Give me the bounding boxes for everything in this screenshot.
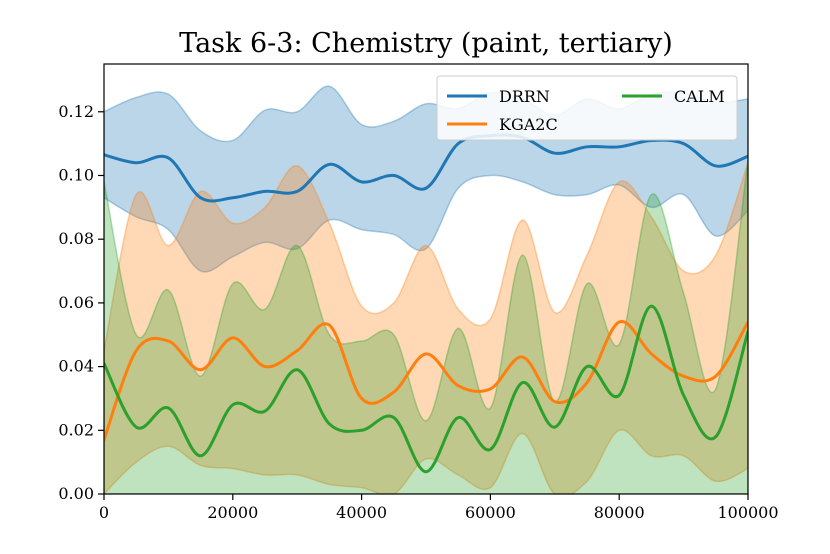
legend-label-drrn: DRRN bbox=[499, 87, 550, 106]
line-drrn bbox=[104, 133, 748, 203]
x-tick-label: 0 bbox=[99, 503, 109, 522]
series-lines bbox=[104, 133, 748, 474]
y-tick-label: 0.08 bbox=[58, 229, 94, 248]
y-tick-label: 0.06 bbox=[58, 293, 94, 312]
legend-label-kga2c: KGA2C bbox=[499, 115, 558, 134]
x-tick-label: 40000 bbox=[336, 503, 387, 522]
legend-label-calm: CALM bbox=[674, 87, 725, 106]
x-tick-label: 100000 bbox=[717, 503, 778, 522]
x-tick-label: 20000 bbox=[207, 503, 258, 522]
confidence-bands bbox=[104, 85, 748, 494]
y-tick-label: 0.12 bbox=[58, 102, 94, 121]
plot-frame bbox=[103, 63, 749, 495]
x-axis: 0 20000 40000 60000 80000 100000 bbox=[99, 494, 779, 522]
y-tick-label: 0.10 bbox=[58, 165, 94, 184]
x-tick-label: 80000 bbox=[594, 503, 645, 522]
x-tick-label: 60000 bbox=[465, 503, 516, 522]
y-tick-label: 0.00 bbox=[58, 484, 94, 503]
y-tick-label: 0.02 bbox=[58, 420, 94, 439]
legend-frame bbox=[436, 75, 738, 141]
line-kga2c bbox=[104, 320, 748, 442]
chart-title: Task 6-3: Chemistry (paint, tertiary) bbox=[179, 28, 673, 59]
y-axis: 0.00 0.02 0.04 0.06 0.08 0.10 0.12 bbox=[58, 102, 104, 503]
y-tick-label: 0.04 bbox=[58, 357, 94, 376]
line-calm bbox=[104, 304, 748, 474]
legend: DRRN KGA2C CALM bbox=[436, 75, 738, 141]
